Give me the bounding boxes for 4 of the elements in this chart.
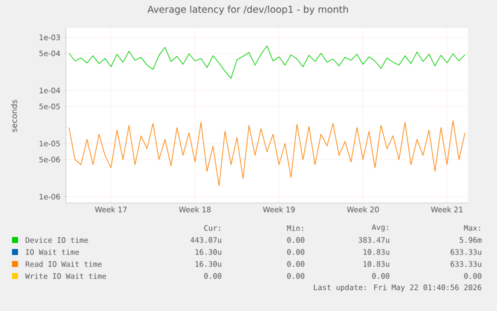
y-axis-title: seconds — [10, 100, 18, 132]
chart-title: Average latency for /dev/loop1 - by month — [147, 6, 348, 15]
line-series — [68, 120, 466, 186]
line-series — [68, 46, 466, 79]
